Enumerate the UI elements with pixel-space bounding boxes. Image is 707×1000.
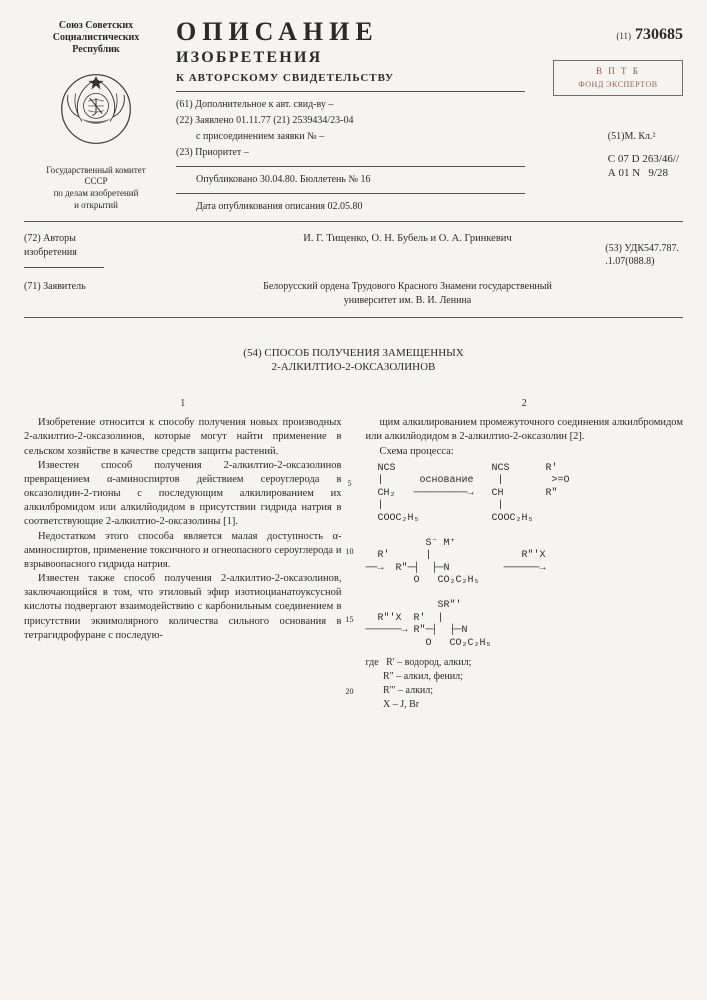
stamp-line2: ФОНД ЭКСПЕРТОВ — [558, 80, 678, 91]
col1-p4: Известен также способ получения 2-алкилт… — [24, 572, 342, 643]
docnum-value: 730685 — [635, 26, 683, 43]
col2-p1: щим алкилированием промежуточного соедин… — [366, 416, 684, 444]
label-71: (71) Заявитель — [24, 280, 120, 307]
scheme-label: Схема процесса: — [366, 445, 684, 459]
col1-num: 1 — [24, 397, 342, 411]
title-meta-column: ОПИСАНИЕ ИЗОБРЕТЕНИЯ К АВТОРСКОМУ СВИДЕТ… — [176, 20, 525, 215]
meta-pris: с присоединением заявки № – — [176, 129, 525, 145]
title-opis: ОПИСАНИЕ — [176, 20, 525, 45]
col1-p1: Изобретение относится к способу получени… — [24, 416, 342, 459]
where-r1: R' – водород, алкил; — [386, 657, 471, 668]
authors-block: (72) Авторы изобретения И. Г. Тищенко, О… — [24, 232, 683, 259]
union-label: Союз Советских Социалистических Республи… — [24, 20, 168, 56]
divider — [24, 267, 104, 268]
where-block: где R' – водород, алкил; R" – алкил, фен… — [366, 656, 684, 712]
meta-61: (61) Дополнительное к авт. свид-ву – — [176, 97, 525, 113]
applicant-block: (71) Заявитель Белорусский ордена Трудов… — [24, 280, 683, 307]
divider — [176, 166, 525, 167]
mk-class: (51)М. Кл.² С 07 D 263/46// А 01 N 9/28 — [608, 130, 679, 181]
divider — [176, 91, 525, 92]
stamp-line1: В П Т Б — [558, 65, 678, 77]
udc-class: (53) УДК547.787. .1.07(088.8) — [605, 242, 679, 268]
linenum-10: 10 — [346, 547, 354, 558]
divider-long — [24, 221, 683, 222]
title-cert: К АВТОРСКОМУ СВИДЕТЕЛЬСТВУ — [176, 71, 525, 86]
where-label: где — [366, 657, 379, 668]
invention-title: (54) СПОСОБ ПОЛУЧЕНИЯ ЗАМЕЩЕННЫХ 2-АЛКИЛ… — [24, 346, 683, 375]
ussr-emblem-icon — [57, 70, 135, 148]
label-72: (72) Авторы изобретения — [24, 232, 120, 259]
committee-label: Государственный комитет СССР по делам из… — [24, 165, 168, 212]
doc-number: (11) 730685 — [616, 24, 683, 46]
meta-pub: Опубликовано 30.04.80. Бюллетень № 16 — [176, 172, 525, 188]
reaction-scheme: NCS NCS R' | основание | >=O CH₂ ───────… — [366, 463, 684, 651]
divider-long — [24, 317, 683, 318]
col2-num: 2 — [366, 397, 684, 411]
linenum-20: 20 — [346, 687, 354, 698]
title-izobr: ИЗОБРЕТЕНИЯ — [176, 47, 525, 69]
mk-codes: С 07 D 263/46// А 01 N 9/28 — [608, 152, 679, 182]
docnum-prefix: (11) — [616, 31, 631, 41]
udc-label: (53) УДК — [605, 243, 644, 254]
body-columns: 1 Изобретение относится к способу получе… — [24, 397, 683, 713]
divider — [176, 193, 525, 194]
meta-23: (23) Приоритет – — [176, 145, 525, 161]
author-names: И. Г. Тищенко, О. Н. Бубель и О. А. Грин… — [132, 232, 683, 259]
stamp-box: В П Т Б ФОНД ЭКСПЕРТОВ — [553, 60, 683, 96]
linenum-15: 15 — [346, 615, 354, 626]
linenum-5: 5 — [348, 479, 352, 490]
where-x: X – J, Br — [383, 699, 419, 710]
where-r3: R"' – алкил; — [383, 685, 433, 696]
column-2: 2 щим алкилированием промежуточного соед… — [366, 397, 684, 713]
applicant-text: Белорусский ордена Трудового Красного Зн… — [132, 280, 683, 307]
header-row: Союз Советских Социалистических Республи… — [24, 20, 683, 215]
col1-p2: Известен способ получения 2-алкилтио-2-о… — [24, 459, 342, 530]
right-column: (11) 730685 В П Т Б ФОНД ЭКСПЕРТОВ (51)М… — [533, 20, 683, 215]
column-1: 1 Изобретение относится к способу получе… — [24, 397, 342, 713]
col1-p3: Недостатком этого способа является малая… — [24, 530, 342, 573]
meta-22: (22) Заявлено 01.11.77 (21) 2539434/23-0… — [176, 113, 525, 129]
left-column: Союз Советских Социалистических Республи… — [24, 20, 168, 215]
meta-date: Дата опубликования описания 02.05.80 — [176, 199, 525, 215]
where-r2: R" – алкил, фенил; — [383, 671, 463, 682]
mk-label: (51)М. Кл.² — [608, 130, 679, 144]
